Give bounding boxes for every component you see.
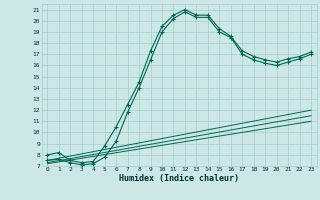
X-axis label: Humidex (Indice chaleur): Humidex (Indice chaleur) — [119, 174, 239, 183]
